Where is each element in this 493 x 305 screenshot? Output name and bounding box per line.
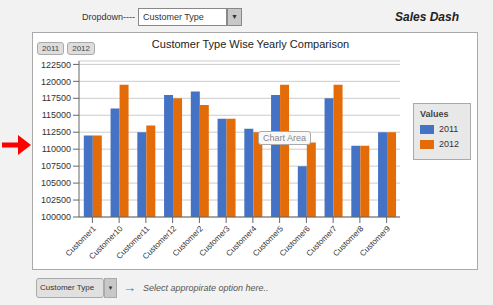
svg-text:Customer12: Customer12 bbox=[141, 224, 179, 262]
html-text:Sales Dash: Sales Dash bbox=[395, 10, 459, 24]
html-text:Values: Values bbox=[420, 109, 449, 119]
html-text:2012: 2012 bbox=[72, 44, 90, 53]
html-text:Customer Type: Customer Type bbox=[143, 12, 204, 22]
html-text:2012: 2012 bbox=[439, 139, 459, 149]
svg-text:Customer10: Customer10 bbox=[87, 224, 125, 262]
svg-text:105000: 105000 bbox=[41, 178, 71, 188]
svg-text:Customer11: Customer11 bbox=[114, 224, 152, 261]
svg-text:Customer7: Customer7 bbox=[304, 224, 339, 259]
svg-text:Customer3: Customer3 bbox=[197, 224, 232, 259]
svg-text:120000: 120000 bbox=[41, 77, 71, 87]
html-text:Customer Type Wise Yearly Comp: Customer Type Wise Yearly Comparison bbox=[151, 38, 350, 50]
svg-text:107500: 107500 bbox=[41, 161, 71, 171]
html-text:2011: 2011 bbox=[439, 124, 459, 134]
html-text:2011: 2011 bbox=[42, 44, 60, 53]
svg-text:Customer4: Customer4 bbox=[224, 224, 259, 259]
html-text:Chart Area: Chart Area bbox=[263, 133, 306, 143]
svg-text:Customer6: Customer6 bbox=[277, 224, 312, 259]
svg-text:Customer2: Customer2 bbox=[170, 224, 205, 259]
svg-text:Customer9: Customer9 bbox=[358, 224, 392, 258]
svg-text:110000: 110000 bbox=[42, 144, 71, 154]
svg-text:115000: 115000 bbox=[42, 110, 71, 120]
svg-text:Customer5: Customer5 bbox=[251, 224, 286, 259]
svg-text:100000: 100000 bbox=[41, 212, 71, 222]
svg-text:112500: 112500 bbox=[42, 127, 71, 137]
html-text:Dropdown----: Dropdown---- bbox=[82, 12, 135, 22]
svg-text:122500: 122500 bbox=[41, 60, 71, 70]
html-text:Customer Type: Customer Type bbox=[40, 283, 95, 292]
html-text:→ Select appropirate option he: → Select appropirate option here.. bbox=[123, 280, 269, 295]
svg-text:Customer8: Customer8 bbox=[331, 224, 366, 259]
svg-text:117500: 117500 bbox=[42, 93, 71, 103]
svg-text:Customer1: Customer1 bbox=[63, 224, 98, 259]
svg-text:102500: 102500 bbox=[41, 195, 71, 205]
